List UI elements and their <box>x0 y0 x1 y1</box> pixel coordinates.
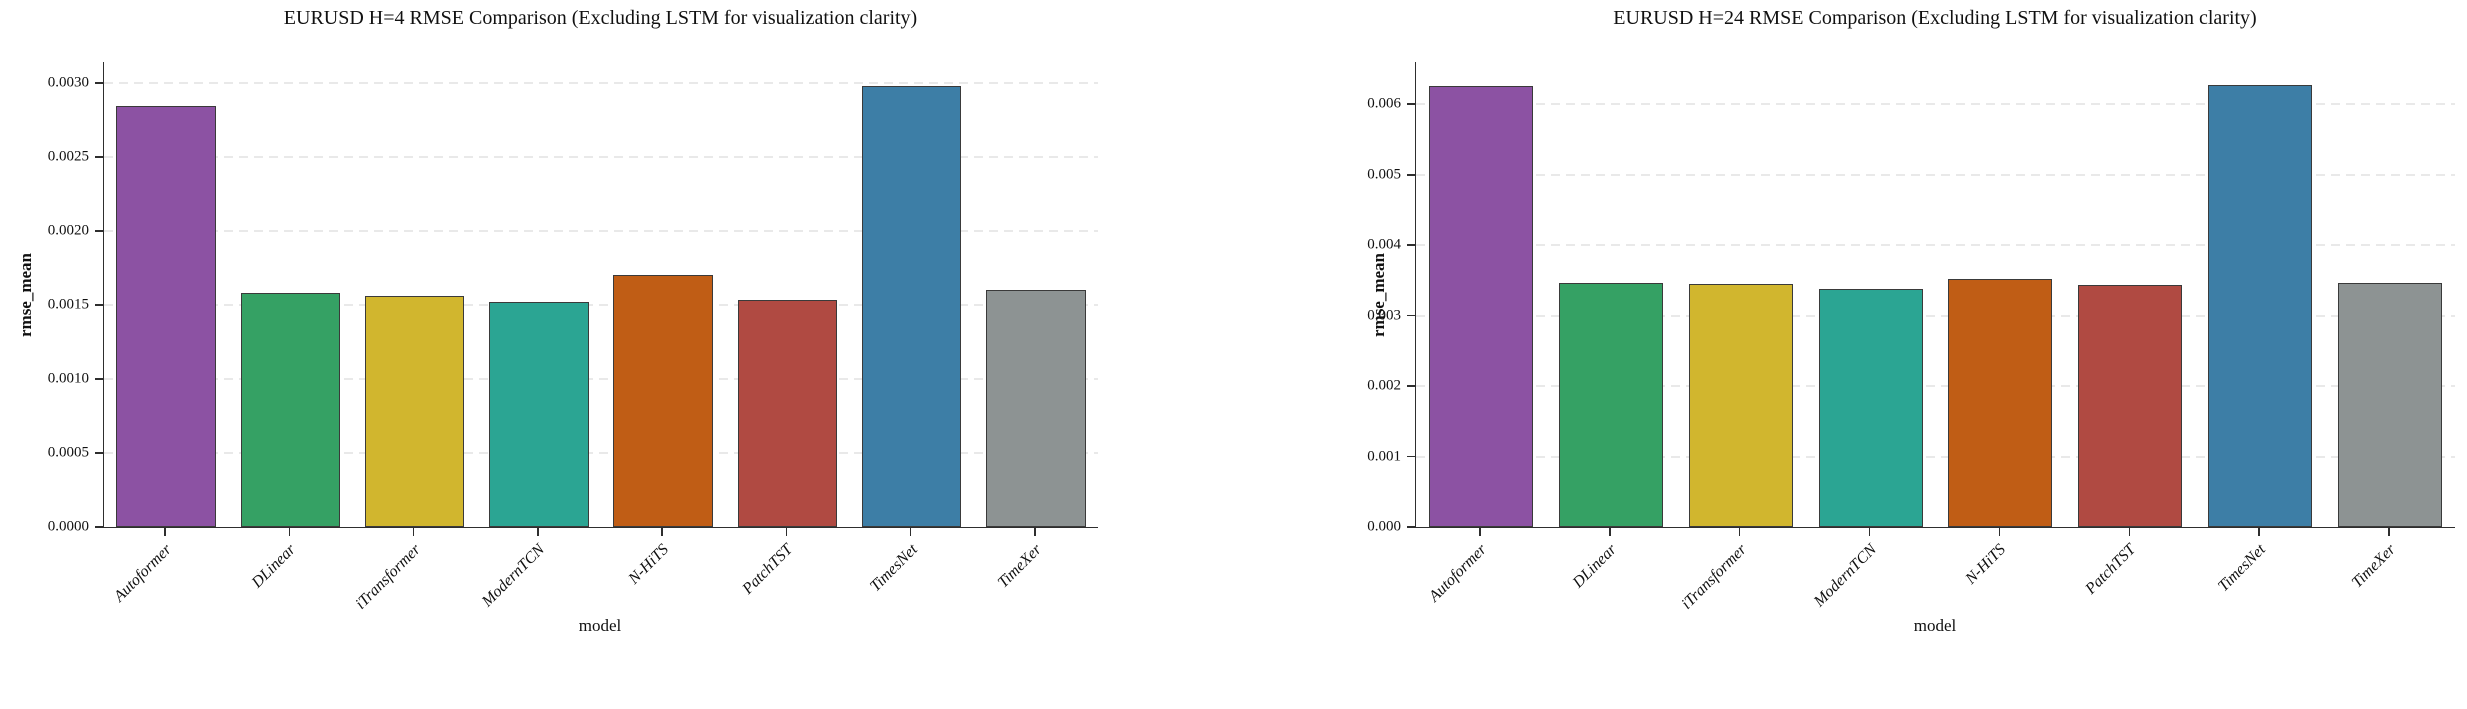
gridline <box>1416 455 2455 458</box>
x-axis-label-h24: model <box>1913 616 1957 635</box>
y-tick-mark <box>95 81 103 84</box>
x-tick-mark <box>1479 528 1481 536</box>
gridline <box>104 303 1098 306</box>
x-tick-mark <box>288 528 291 536</box>
bar-moderntcn <box>1818 288 1923 527</box>
bar-timesnet <box>861 85 962 527</box>
bar-patchtst <box>737 300 838 527</box>
bar-timexer <box>986 290 1086 527</box>
bar-dlinear <box>1558 282 1663 527</box>
y-tick-mark <box>95 452 103 454</box>
bar-itransformer <box>364 295 465 527</box>
x-tick-mark <box>2258 528 2260 536</box>
gridline <box>104 451 1098 454</box>
plot-area-h24 <box>1415 62 2455 528</box>
x-tick-mark <box>412 528 415 536</box>
y-tick-label: 0.002 <box>1367 377 1401 394</box>
gridline <box>104 81 1098 84</box>
gridline <box>1416 103 2455 106</box>
y-tick-mark <box>95 378 103 380</box>
y-tick-mark <box>1407 314 1415 317</box>
bar-dlinear <box>240 293 341 527</box>
bar-n-hits <box>1948 279 2053 527</box>
x-tick-mark <box>1034 528 1036 536</box>
plot-area-h4 <box>103 62 1098 528</box>
gridline <box>104 377 1098 380</box>
x-tick-mark <box>1609 528 1611 536</box>
y-tick-mark <box>1407 455 1415 458</box>
x-tick-mark <box>1738 528 1741 536</box>
gridline <box>1416 244 2455 247</box>
bar-timexer <box>2338 282 2442 527</box>
y-tick-label: 0.0010 <box>47 370 89 387</box>
bar-autoformer <box>1428 85 1533 527</box>
y-tick-mark <box>1407 526 1415 528</box>
y-axis-label-h24: rmse_mean <box>1369 252 1388 338</box>
x-tick-mark <box>2388 528 2390 536</box>
x-tick-mark <box>661 528 663 536</box>
y-tick-label: 0.003 <box>1367 307 1401 324</box>
y-tick-label: 0.001 <box>1367 448 1401 465</box>
y-tick-label: 0.004 <box>1367 236 1401 253</box>
y-tick-mark <box>1407 385 1415 387</box>
bar-patchtst <box>2078 284 2183 527</box>
y-tick-label: 0.0030 <box>47 74 89 91</box>
rmse-comparison-figure: EURUSD H=4 RMSE Comparison (Excluding LS… <box>16 7 2455 635</box>
y-tick-mark <box>1407 103 1415 106</box>
x-tick-mark <box>537 528 539 536</box>
gridline <box>104 229 1098 232</box>
y-axis-label-h4: rmse_mean <box>16 252 35 338</box>
gridline <box>104 155 1098 158</box>
y-tick-mark <box>1407 173 1415 176</box>
y-tick-label: 0.005 <box>1367 166 1401 183</box>
y-tick-label: 0.0015 <box>47 296 89 313</box>
x-axis-label-h4: model <box>578 616 622 635</box>
x-tick-mark <box>2128 528 2131 536</box>
y-tick-mark <box>1407 244 1415 246</box>
x-tick-mark <box>164 528 166 536</box>
bar-timesnet <box>2208 84 2313 527</box>
gridline <box>1416 173 2455 176</box>
x-tick-mark <box>785 528 788 536</box>
bar-autoformer <box>116 106 216 527</box>
gridline <box>1416 385 2455 388</box>
chart-title-h4: EURUSD H=4 RMSE Comparison (Excluding LS… <box>283 7 918 29</box>
x-tick-mark <box>1868 528 1871 536</box>
y-tick-label: 0.000 <box>1367 518 1401 535</box>
y-tick-label: 0.0000 <box>47 518 89 535</box>
y-tick-label: 0.006 <box>1367 95 1401 112</box>
x-tick-mark <box>909 528 912 536</box>
bar-n-hits <box>613 275 713 527</box>
gridline <box>1416 314 2455 317</box>
y-tick-mark <box>95 155 103 158</box>
bar-moderntcn <box>489 301 589 527</box>
y-tick-label: 0.0025 <box>47 148 89 165</box>
y-tick-label: 0.0020 <box>47 222 89 239</box>
x-tick-mark <box>1998 528 2001 536</box>
bar-itransformer <box>1688 283 1793 527</box>
chart-title-h24: EURUSD H=24 RMSE Comparison (Excluding L… <box>1613 7 2257 29</box>
y-tick-mark <box>95 230 103 232</box>
y-tick-mark <box>95 526 103 528</box>
y-tick-label: 0.0005 <box>47 444 89 461</box>
y-tick-mark <box>95 304 103 306</box>
